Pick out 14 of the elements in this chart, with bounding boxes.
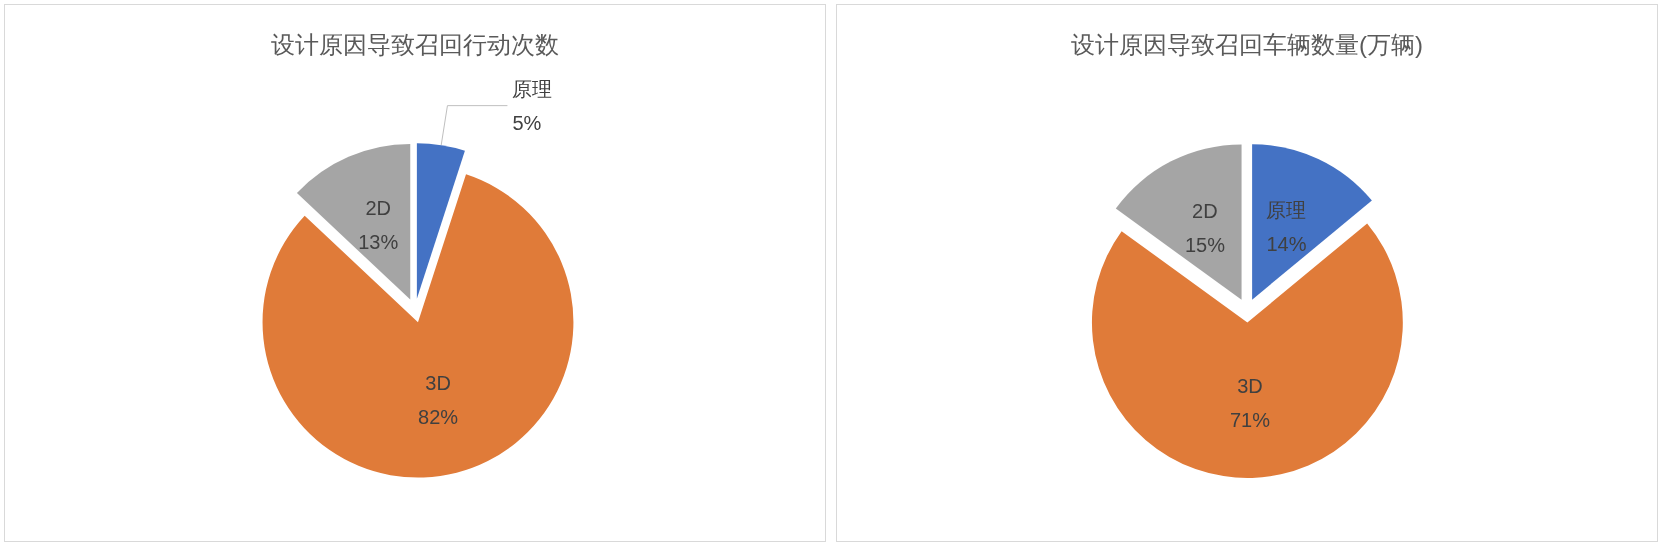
slice-label: 2D	[1192, 199, 1218, 222]
data-label: 14%	[1266, 232, 1307, 255]
slice-label: 原理	[512, 77, 553, 100]
slice-label: 3D	[1237, 375, 1263, 398]
data-label: 71%	[1229, 409, 1271, 432]
slice-label: 3D	[425, 372, 451, 395]
data-label: 15%	[1184, 233, 1226, 256]
data-label: 82%	[418, 406, 459, 429]
slice-label: 原理	[1266, 198, 1307, 221]
chart-title: 设计原因导致召回车辆数量(万辆)	[1071, 30, 1423, 58]
data-label: 5%	[512, 111, 542, 134]
slice-label: 2D	[365, 197, 391, 220]
data-label: 13%	[358, 231, 399, 254]
chart-title: 设计原因导致召回行动次数	[271, 30, 559, 58]
